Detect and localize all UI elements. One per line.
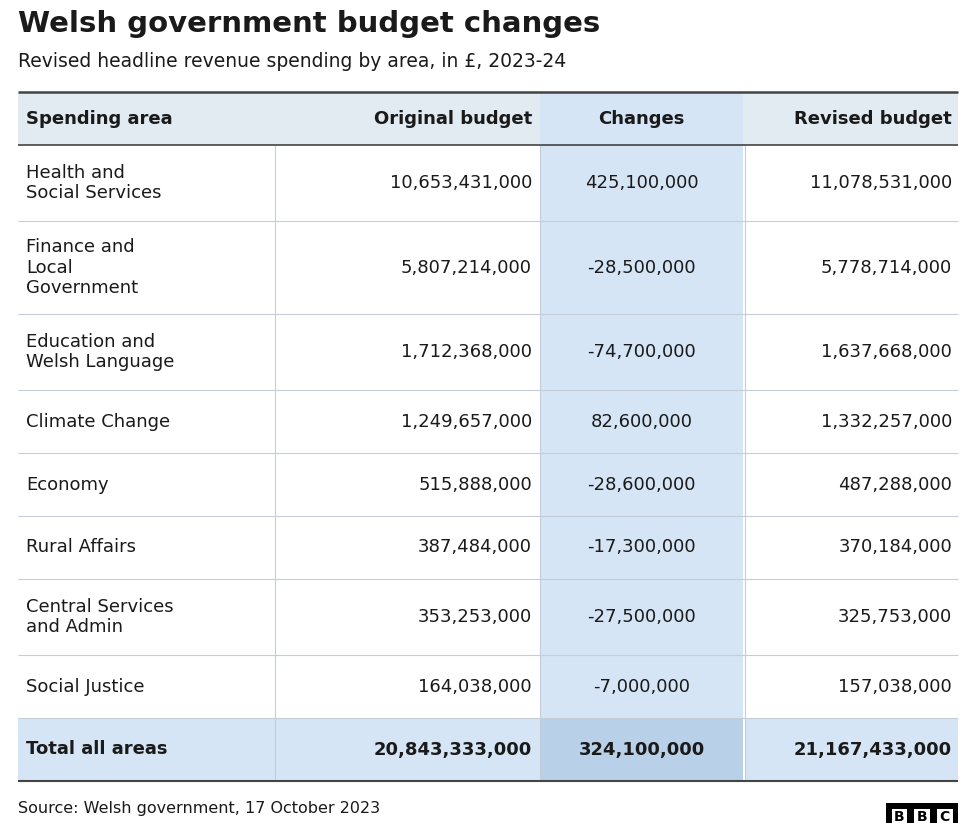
Text: 164,038,000: 164,038,000	[419, 677, 532, 695]
Text: 157,038,000: 157,038,000	[838, 677, 952, 695]
Text: -17,300,000: -17,300,000	[588, 538, 696, 556]
Text: 387,484,000: 387,484,000	[418, 538, 532, 556]
Text: 82,600,000: 82,600,000	[590, 412, 693, 430]
Bar	[540, 655, 743, 718]
Text: 353,253,000: 353,253,000	[418, 608, 532, 626]
Text: Changes: Changes	[598, 109, 685, 128]
Text: 21,167,433,000: 21,167,433,000	[793, 741, 952, 759]
Bar	[540, 718, 743, 781]
Text: Total all areas: Total all areas	[26, 741, 168, 759]
Bar	[18, 453, 540, 516]
Text: Source: Welsh government, 17 October 2023: Source: Welsh government, 17 October 202…	[18, 801, 380, 816]
Bar	[18, 314, 540, 390]
Bar	[915, 808, 930, 823]
Text: -27,500,000: -27,500,000	[588, 608, 696, 626]
Text: 370,184,000: 370,184,000	[838, 538, 952, 556]
Text: -28,500,000: -28,500,000	[588, 258, 696, 277]
Bar	[540, 579, 743, 655]
Text: Education and
Welsh Language: Education and Welsh Language	[26, 332, 175, 371]
Text: -7,000,000: -7,000,000	[593, 677, 690, 695]
Text: 1,637,668,000: 1,637,668,000	[821, 343, 952, 361]
Bar	[18, 579, 540, 655]
Text: Economy: Economy	[26, 476, 108, 494]
Text: B: B	[894, 810, 905, 823]
Bar	[18, 92, 958, 145]
Bar	[540, 453, 743, 516]
Text: 1,712,368,000: 1,712,368,000	[401, 343, 532, 361]
Bar	[937, 808, 953, 823]
Bar	[745, 453, 958, 516]
Bar	[745, 579, 958, 655]
Text: 5,807,214,000: 5,807,214,000	[401, 258, 532, 277]
Text: 325,753,000: 325,753,000	[837, 608, 952, 626]
Text: 11,078,531,000: 11,078,531,000	[810, 174, 952, 192]
Text: -74,700,000: -74,700,000	[588, 343, 696, 361]
Bar	[745, 314, 958, 390]
Bar	[18, 145, 540, 221]
Bar	[540, 221, 743, 314]
Text: 425,100,000: 425,100,000	[585, 174, 698, 192]
Text: Revised headline revenue spending by area, in £, 2023-24: Revised headline revenue spending by are…	[18, 52, 566, 71]
Text: 20,843,333,000: 20,843,333,000	[374, 741, 532, 759]
Bar	[745, 145, 958, 221]
Bar	[745, 655, 958, 718]
Bar	[745, 390, 958, 453]
Text: 515,888,000: 515,888,000	[419, 476, 532, 494]
Text: C: C	[940, 810, 950, 823]
Text: 5,778,714,000: 5,778,714,000	[821, 258, 952, 277]
Text: 487,288,000: 487,288,000	[838, 476, 952, 494]
Text: Revised budget: Revised budget	[794, 109, 952, 128]
Text: 10,653,431,000: 10,653,431,000	[389, 174, 532, 192]
Text: -28,600,000: -28,600,000	[588, 476, 696, 494]
Text: Welsh government budget changes: Welsh government budget changes	[18, 10, 600, 38]
Text: Rural Affairs: Rural Affairs	[26, 538, 136, 556]
Bar	[540, 516, 743, 579]
Bar	[18, 390, 540, 453]
Text: Spending area: Spending area	[26, 109, 173, 128]
Bar	[540, 314, 743, 390]
Bar	[18, 718, 540, 781]
Bar	[886, 803, 958, 823]
Text: 1,332,257,000: 1,332,257,000	[821, 412, 952, 430]
Text: Health and
Social Services: Health and Social Services	[26, 164, 161, 202]
Bar	[540, 92, 743, 145]
Text: Social Justice: Social Justice	[26, 677, 144, 695]
Bar	[540, 390, 743, 453]
Text: Climate Change: Climate Change	[26, 412, 170, 430]
Text: Original budget: Original budget	[374, 109, 532, 128]
Bar	[540, 145, 743, 221]
Bar	[913, 807, 931, 823]
Bar	[745, 221, 958, 314]
Text: 1,249,657,000: 1,249,657,000	[401, 412, 532, 430]
Bar	[745, 718, 958, 781]
Bar	[18, 655, 540, 718]
Text: Finance and
Local
Government: Finance and Local Government	[26, 238, 139, 297]
Bar	[935, 807, 954, 823]
Bar	[18, 221, 540, 314]
Bar	[745, 516, 958, 579]
Bar	[18, 516, 540, 579]
Text: 324,100,000: 324,100,000	[579, 741, 705, 759]
Text: Central Services
and Admin: Central Services and Admin	[26, 597, 174, 636]
Text: B: B	[916, 810, 927, 823]
Bar	[890, 807, 909, 823]
Bar	[891, 808, 907, 823]
